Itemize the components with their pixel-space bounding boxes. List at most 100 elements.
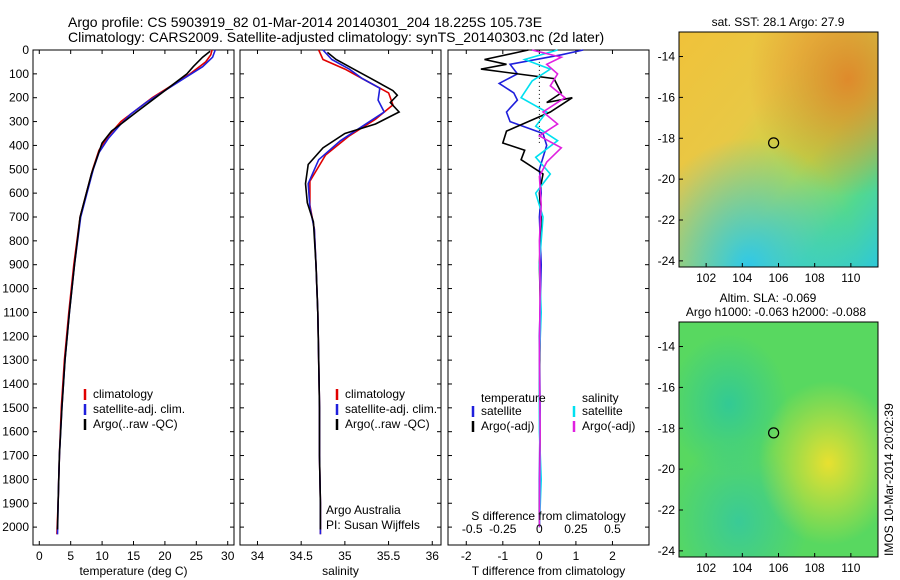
- difference-xtick-top-label: -0.25: [489, 522, 517, 536]
- side-stamp: IMOS 10-Mar-2014 20:02:39: [882, 403, 896, 556]
- salinity-xlabel: salinity: [322, 564, 359, 578]
- temperature-ytick-label: 1300: [2, 353, 29, 367]
- difference-legend-heading-temperature: temperature: [481, 391, 546, 405]
- sla-map-xtick-label: 106: [768, 561, 788, 575]
- sst-map-xtick-label: 108: [805, 271, 825, 285]
- temperature-ytick-label: 1700: [2, 449, 29, 463]
- sla-map-xtick-label: 108: [805, 561, 825, 575]
- header-line-2: Climatology: CARS2009. Satellite-adjuste…: [68, 29, 604, 45]
- salinity-xtick-label: 35: [338, 549, 352, 563]
- temperature-ytick-label: 1000: [2, 282, 29, 296]
- difference-xtick-label: -1: [497, 549, 508, 563]
- sst-map-xtick-label: 104: [732, 271, 752, 285]
- sla-map-ytick-label: -20: [658, 462, 676, 476]
- header-line-1: Argo profile: CS 5903919_82 01-Mar-2014 …: [68, 14, 542, 30]
- temperature-panel: 0 5 10 15 20 25 30 temperature (deg C) 0 100 200 30…: [2, 43, 234, 578]
- temperature-ytick-label: 300: [9, 115, 29, 129]
- sst-map-xtick-label: 110: [841, 271, 860, 285]
- temperature-xtick-label: 10: [95, 549, 109, 563]
- difference-xtick-top-label: 0.25: [564, 522, 588, 536]
- salinity-legend-label: satellite-adj. clim.: [345, 402, 437, 416]
- temperature-ytick-label: 2000: [2, 520, 29, 534]
- difference-axes-frame: [447, 49, 650, 546]
- temperature-ytick-label: 1900: [2, 496, 29, 510]
- salinity-xtick-label: 36: [426, 549, 440, 563]
- salinity-panel: 34 34.5 35 35.5 36 salinity climatologysatelli…: [239, 49, 442, 578]
- sla-map-ytick-label: -24: [658, 544, 676, 558]
- temperature-ytick-label: 0: [22, 43, 29, 57]
- sst-map-ytick-label: -24: [658, 254, 676, 268]
- temperature-xtick-label: 5: [67, 549, 74, 563]
- temperature-ytick-label: 1200: [2, 329, 29, 343]
- temperature-xtick-label: 0: [36, 549, 43, 563]
- temperature-ytick-label: 200: [9, 91, 29, 105]
- temperature-ytick-label: 1100: [3, 305, 29, 319]
- temperature-legend-label: climatology: [93, 387, 153, 401]
- difference-xtick-label: 0: [536, 549, 543, 563]
- temperature-ytick-label: 100: [9, 67, 29, 81]
- sla-map-yellow-patch: [679, 322, 878, 557]
- sst-map-ytick-label: -16: [658, 90, 676, 104]
- salinity-legend-label: climatology: [345, 387, 405, 401]
- salinity-xtick-label: 35.5: [377, 549, 401, 563]
- difference-legend-heading-salinity: salinity: [582, 391, 619, 405]
- temperature-legend-label: Argo(..raw -QC): [93, 417, 178, 431]
- difference-panel: -2 -1 0 1 2T difference from climatology -0.5…: [447, 49, 650, 578]
- difference-xtick-top-label: -0.5: [462, 522, 483, 536]
- temperature-ytick-label: 1400: [2, 377, 29, 391]
- difference-xtick-top-label: 0: [536, 522, 543, 536]
- sst-map-ytick-label: -14: [658, 50, 676, 64]
- temperature-ytick-label: 600: [9, 186, 29, 200]
- sst-map: 102 104 106 108 110 -14 -16 -18 -20 -22 -24: [658, 31, 879, 285]
- difference-xtick-label: 2: [609, 549, 616, 563]
- salinity-xtick-label: 34: [251, 549, 265, 563]
- sst-map-argo-marker: [768, 137, 780, 149]
- sla-map-subtitle: Argo h1000: -0.063 h2000: -0.088: [686, 305, 866, 319]
- temperature-series-argo: [56, 50, 211, 530]
- difference-legend-label: satellite: [481, 404, 522, 418]
- difference-xlabel: T difference from climatology: [472, 564, 626, 578]
- sla-map-xtick-label: 104: [732, 561, 752, 575]
- difference-legend-label: Argo(-adj): [481, 419, 534, 433]
- temperature-axes-frame: [32, 49, 235, 546]
- difference-xtick-top-label: 0.5: [604, 522, 621, 536]
- sla-map-xtick-label: 102: [696, 561, 716, 575]
- temperature-ytick-label: 500: [9, 162, 29, 176]
- difference-xlabel-top: S difference from climatology: [471, 509, 626, 523]
- difference-legend-label: satellite: [582, 404, 623, 418]
- salinity-legend-label: Argo(..raw -QC): [345, 417, 430, 431]
- sla-map: 102 104 106 108 110 -14 -16 -18 -20 -22 -24: [658, 321, 879, 575]
- sst-map-title: sat. SST: 28.1 Argo: 27.9: [712, 15, 845, 29]
- difference-legend-label: Argo(-adj): [582, 419, 635, 433]
- temperature-ytick-label: 1500: [2, 401, 29, 415]
- salinity-xtick-label: 34.5: [289, 549, 313, 563]
- sla-map-ytick-label: -18: [658, 421, 676, 435]
- difference-xtick-label: -2: [461, 549, 472, 563]
- sla-map-xtick-label: 110: [841, 561, 860, 575]
- temperature-ytick-label: 700: [9, 210, 29, 224]
- sst-map-cold-patch: [679, 32, 878, 267]
- sla-map-argo-marker: [768, 427, 780, 439]
- temperature-xtick-label: 20: [158, 549, 172, 563]
- difference-xtick-label: 1: [573, 549, 580, 563]
- sla-map-ytick-label: -22: [658, 503, 676, 517]
- temperature-ytick-label: 900: [9, 258, 29, 272]
- sst-map-ytick-label: -20: [658, 172, 676, 186]
- sla-map-ytick-label: -14: [658, 340, 676, 354]
- sst-map-xtick-label: 106: [768, 271, 788, 285]
- temperature-xlabel: temperature (deg C): [79, 564, 187, 578]
- salinity-annotation: Argo Australia: [326, 503, 401, 517]
- temperature-legend-label: satellite-adj. clim.: [93, 402, 185, 416]
- sla-map-title: Altim. SLA: -0.069: [720, 291, 817, 305]
- temperature-xtick-label: 25: [190, 549, 204, 563]
- sst-map-ytick-label: -22: [658, 213, 676, 227]
- temperature-xtick-label: 30: [221, 549, 235, 563]
- sst-map-xtick-label: 102: [696, 271, 716, 285]
- temperature-ytick-label: 800: [9, 234, 29, 248]
- temperature-ytick-label: 1600: [2, 425, 29, 439]
- sla-map-ytick-label: -16: [658, 380, 676, 394]
- salinity-series-argo: [304, 51, 401, 530]
- salinity-annotation: PI: Susan Wijffels: [326, 518, 420, 532]
- salinity-axes-frame: [239, 49, 442, 546]
